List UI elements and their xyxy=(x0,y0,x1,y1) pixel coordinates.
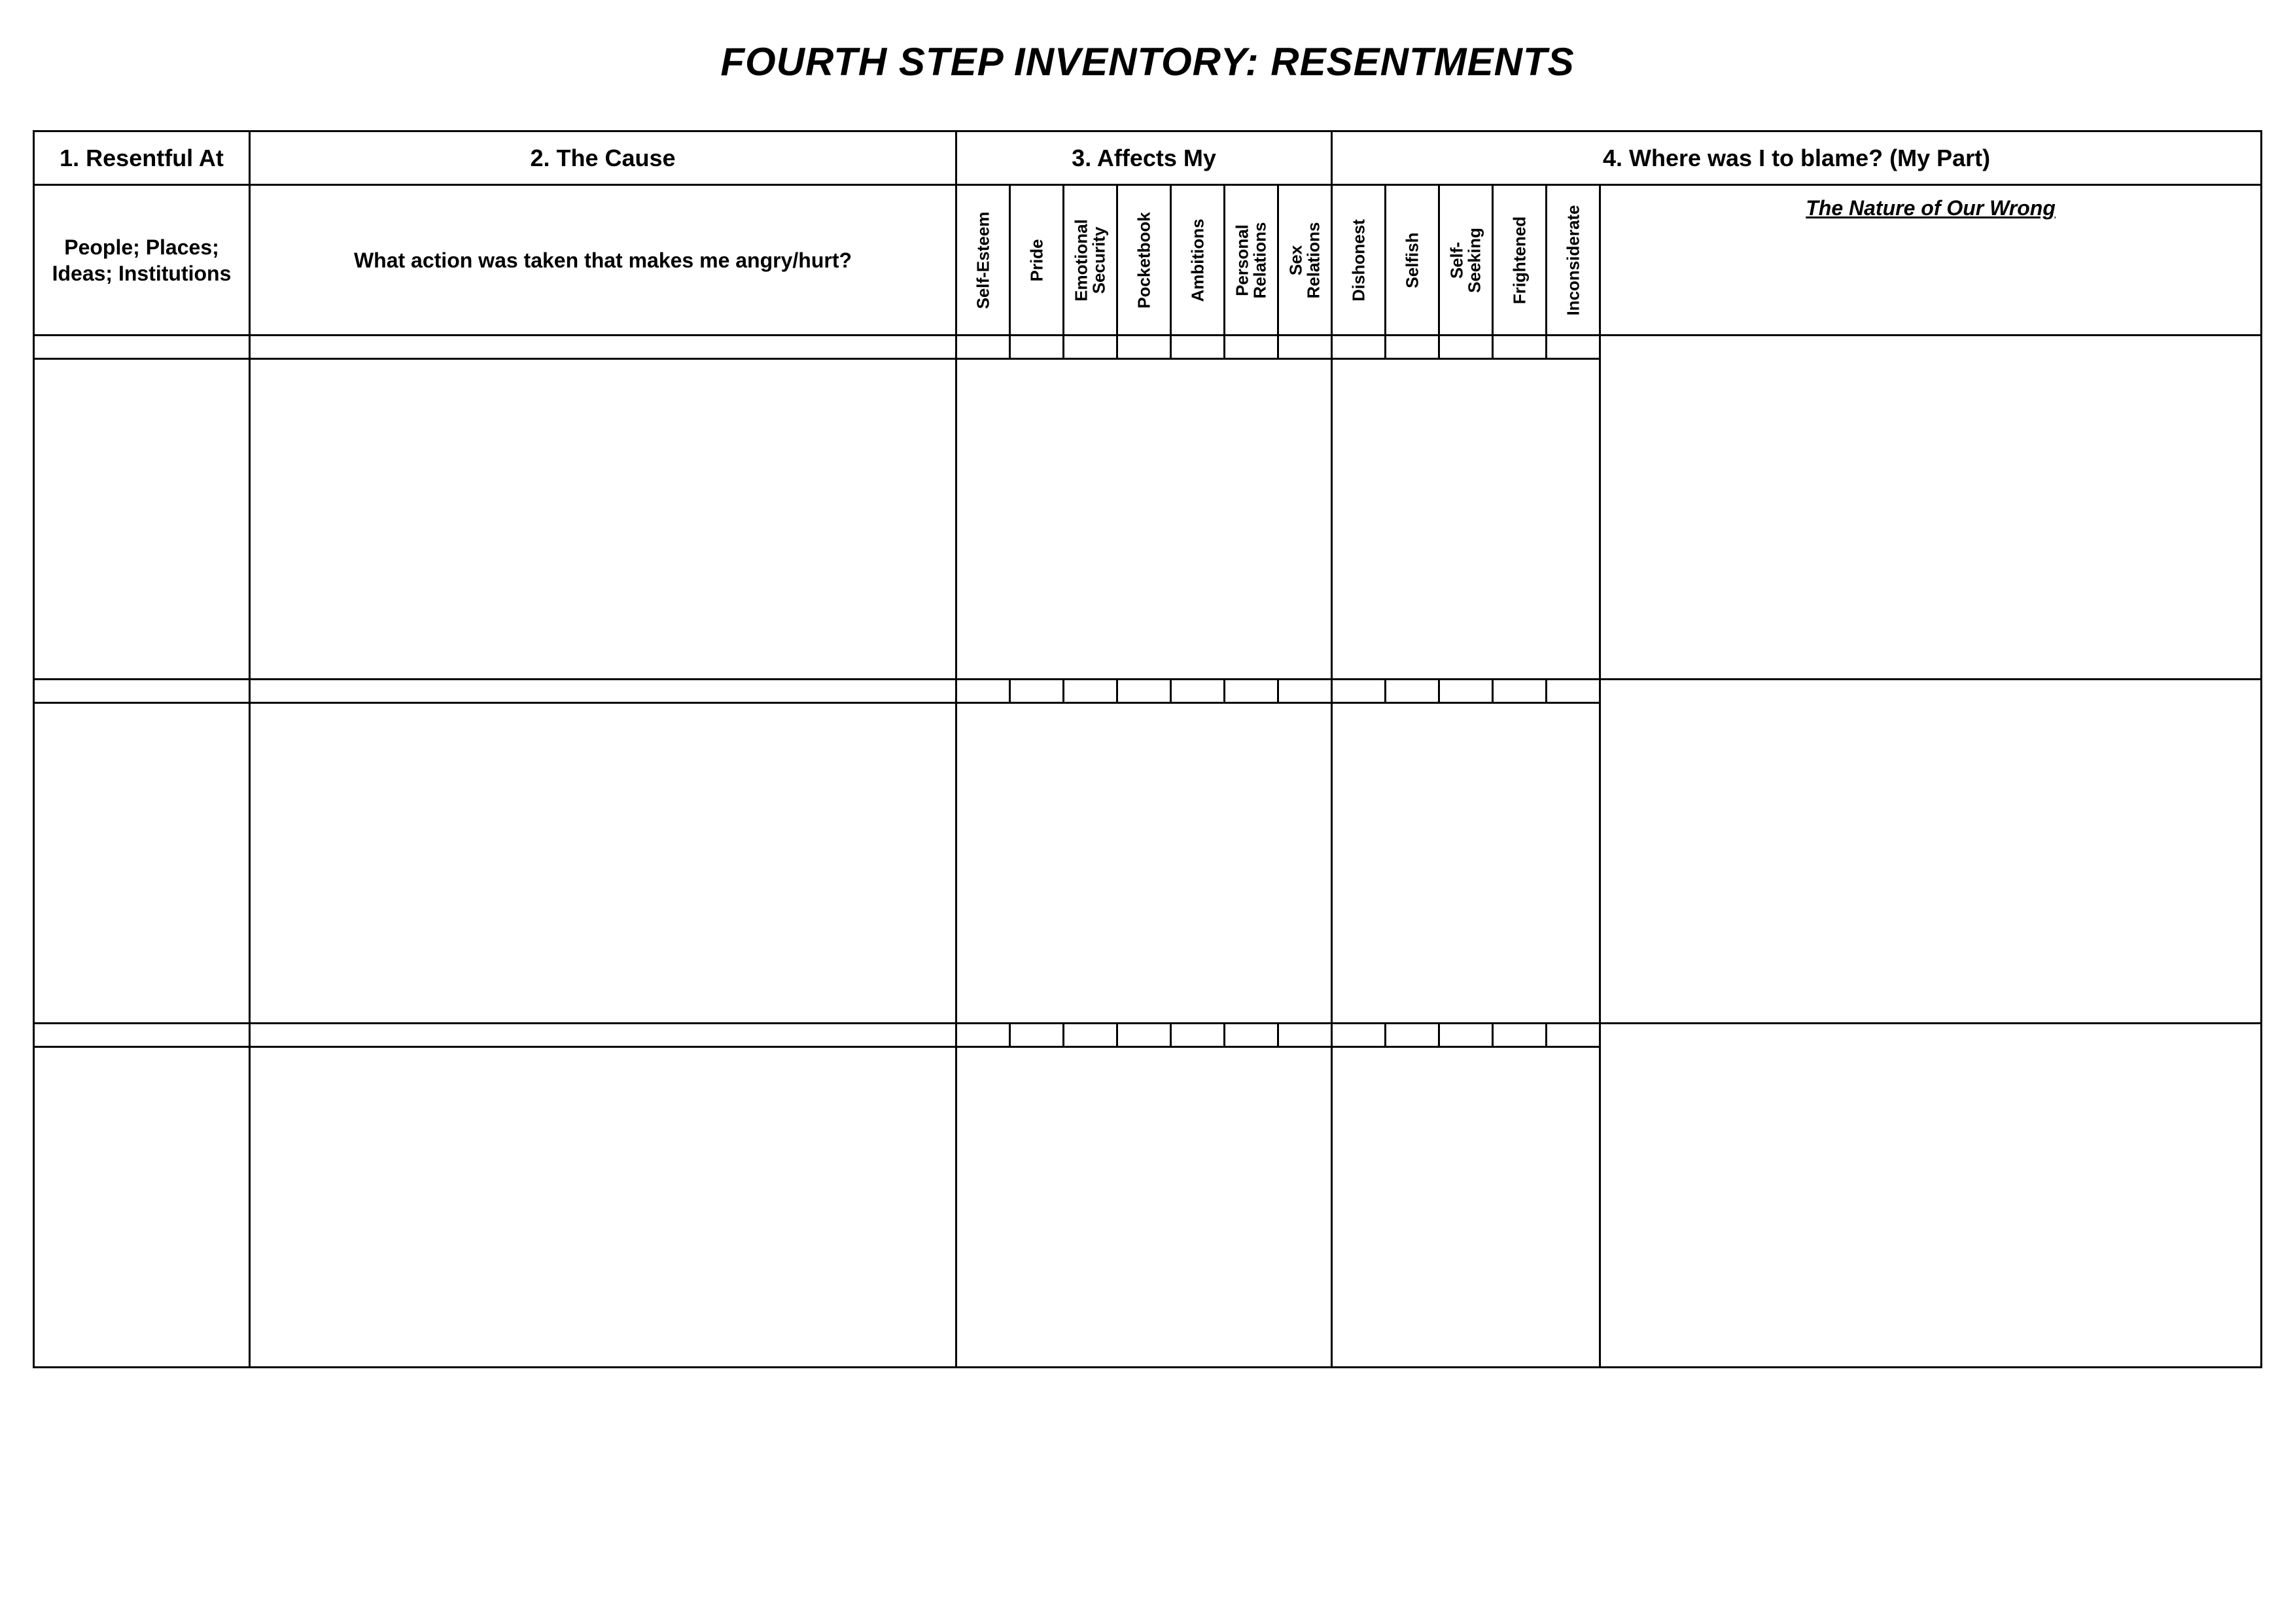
col-frightened: Frightened xyxy=(1493,185,1547,336)
col-self-esteem: Self-Esteem xyxy=(956,185,1010,336)
header-row-1: 1. Resentful At 2. The Cause 3. Affects … xyxy=(34,131,2262,185)
subheader-what-action: What action was taken that makes me angr… xyxy=(250,185,956,336)
col-ambitions: Ambitions xyxy=(1171,185,1225,336)
col-self-seeking: Self- Seeking xyxy=(1439,185,1493,336)
header-row-2: People; Places; Ideas; Institutions What… xyxy=(34,185,2262,336)
header-my-part: 4. Where was I to blame? (My Part) xyxy=(1332,131,2262,185)
table-row xyxy=(34,680,2262,703)
col-dishonest: Dishonest xyxy=(1332,185,1386,336)
header-resentful-at: 1. Resentful At xyxy=(34,131,250,185)
col-pride: Pride xyxy=(1010,185,1064,336)
col-selfish: Selfish xyxy=(1386,185,1439,336)
inventory-table: 1. Resentful At 2. The Cause 3. Affects … xyxy=(33,130,2262,1368)
table-row xyxy=(34,1024,2262,1047)
col-sex-relations: Sex Relations xyxy=(1278,185,1332,336)
header-affects-my: 3. Affects My xyxy=(956,131,1332,185)
col-personal-relations: Personal Relations xyxy=(1225,185,1278,336)
table-row xyxy=(34,336,2262,359)
col-pocketbook: Pocketbook xyxy=(1117,185,1171,336)
col-inconsiderate: Inconsiderate xyxy=(1547,185,1600,336)
col-emotional-security: Emotional Security xyxy=(1064,185,1117,336)
subheader-people-places: People; Places; Ideas; Institutions xyxy=(34,185,250,336)
header-the-cause: 2. The Cause xyxy=(250,131,956,185)
page-title: FOURTH STEP INVENTORY: RESENTMENTS xyxy=(33,39,2262,84)
subheader-nature-of-wrong: The Nature of Our Wrong xyxy=(1600,185,2262,336)
